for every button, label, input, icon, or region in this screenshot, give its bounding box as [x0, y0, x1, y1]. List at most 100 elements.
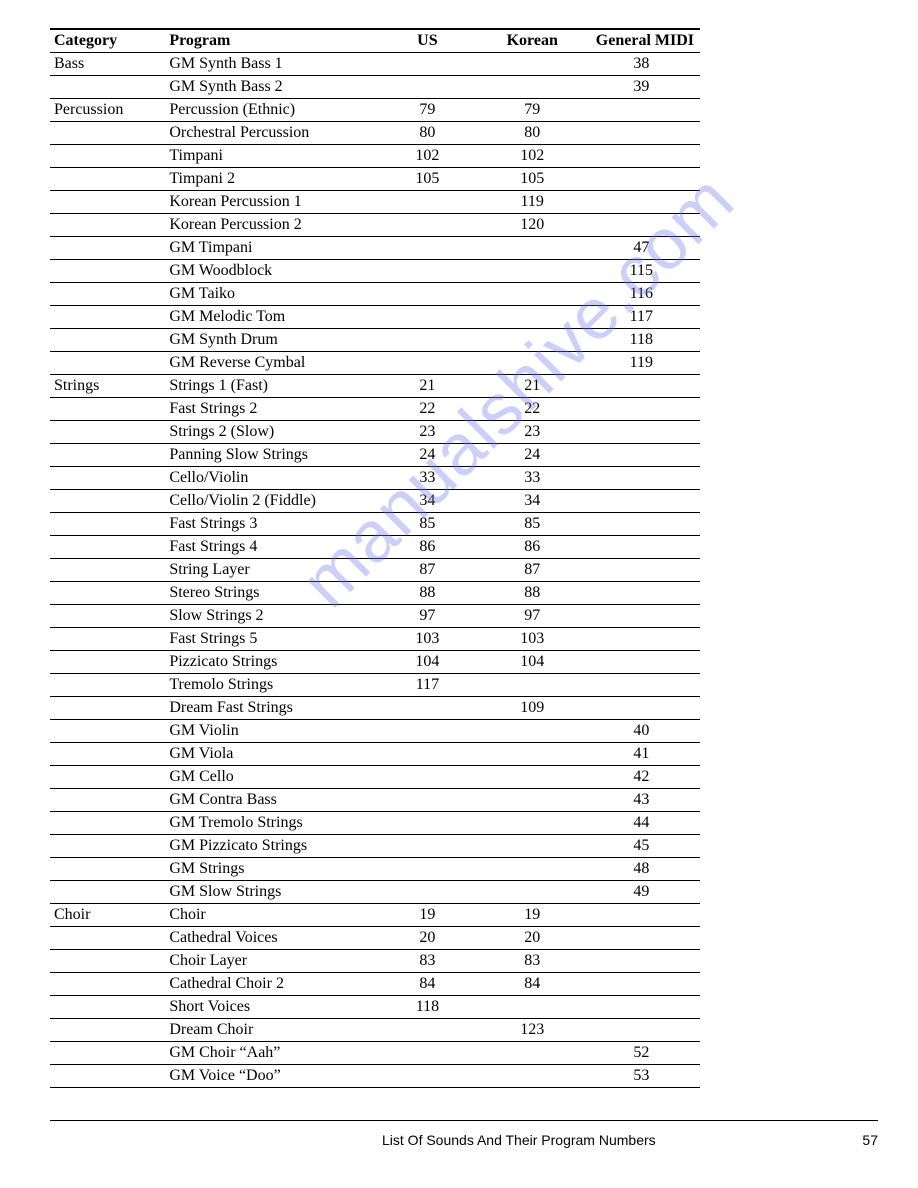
col-korean: Korean [480, 29, 585, 53]
table-row: GM Strings48 [50, 858, 700, 881]
cell-korean [480, 812, 585, 835]
cell-category [50, 444, 165, 467]
cell-category [50, 651, 165, 674]
cell-korean: 123 [480, 1019, 585, 1042]
table-row: Panning Slow Strings2424 [50, 444, 700, 467]
cell-category [50, 996, 165, 1019]
cell-korean [480, 306, 585, 329]
cell-category [50, 743, 165, 766]
cell-program: GM Strings [165, 858, 375, 881]
cell-program: Strings 2 (Slow) [165, 421, 375, 444]
cell-program: GM Choir “Aah” [165, 1042, 375, 1065]
cell-category: Strings [50, 375, 165, 398]
table-row: GM Synth Bass 239 [50, 76, 700, 99]
cell-gm [585, 605, 700, 628]
cell-korean: 87 [480, 559, 585, 582]
cell-us: 83 [375, 950, 480, 973]
table-row: Timpani102102 [50, 145, 700, 168]
cell-us [375, 76, 480, 99]
table-row: Dream Choir 123 [50, 1019, 700, 1042]
cell-gm [585, 697, 700, 720]
cell-category [50, 306, 165, 329]
cell-program: Fast Strings 5 [165, 628, 375, 651]
cell-korean: 79 [480, 99, 585, 122]
cell-korean [480, 996, 585, 1019]
cell-gm: 40 [585, 720, 700, 743]
cell-us: 21 [375, 375, 480, 398]
cell-korean [480, 766, 585, 789]
cell-us [375, 766, 480, 789]
cell-category [50, 950, 165, 973]
cell-us [375, 306, 480, 329]
table-row: Fast Strings 22222 [50, 398, 700, 421]
cell-category [50, 1019, 165, 1042]
cell-korean: 86 [480, 536, 585, 559]
cell-gm [585, 99, 700, 122]
cell-us [375, 1019, 480, 1042]
cell-korean [480, 720, 585, 743]
table-row: Pizzicato Strings104104 [50, 651, 700, 674]
table-row: Dream Fast Strings109 [50, 697, 700, 720]
cell-korean: 103 [480, 628, 585, 651]
cell-us [375, 789, 480, 812]
cell-category [50, 628, 165, 651]
cell-category [50, 720, 165, 743]
table-row: Cello/Violin 2 (Fiddle)3434 [50, 490, 700, 513]
cell-program: Choir Layer [165, 950, 375, 973]
table-row: Timpani 2105105 [50, 168, 700, 191]
table-row: PercussionPercussion (Ethnic)7979 [50, 99, 700, 122]
cell-category [50, 513, 165, 536]
cell-gm: 38 [585, 53, 700, 76]
table-row: Korean Percussion 2120 [50, 214, 700, 237]
cell-program: Short Voices [165, 996, 375, 1019]
cell-us [375, 329, 480, 352]
cell-gm: 39 [585, 76, 700, 99]
table-row: Cathedral Choir 28484 [50, 973, 700, 996]
cell-us [375, 191, 480, 214]
cell-program: Dream Choir [165, 1019, 375, 1042]
cell-gm [585, 996, 700, 1019]
cell-gm [585, 628, 700, 651]
cell-us: 22 [375, 398, 480, 421]
cell-korean [480, 260, 585, 283]
table-row: Slow Strings 29797 [50, 605, 700, 628]
cell-korean: 109 [480, 697, 585, 720]
cell-us [375, 283, 480, 306]
col-gm: General MIDI [585, 29, 700, 53]
cell-program: GM Slow Strings [165, 881, 375, 904]
cell-gm: 116 [585, 283, 700, 306]
cell-korean [480, 352, 585, 375]
cell-us: 87 [375, 559, 480, 582]
cell-us: 118 [375, 996, 480, 1019]
cell-program: Korean Percussion 2 [165, 214, 375, 237]
cell-korean: 20 [480, 927, 585, 950]
table-row: Stereo Strings8888 [50, 582, 700, 605]
cell-category [50, 329, 165, 352]
cell-us: 86 [375, 536, 480, 559]
cell-category [50, 766, 165, 789]
cell-us: 104 [375, 651, 480, 674]
cell-gm: 42 [585, 766, 700, 789]
table-row: StringsStrings 1 (Fast)2121 [50, 375, 700, 398]
footer-page-number: 57 [862, 1132, 878, 1148]
cell-program: Pizzicato Strings [165, 651, 375, 674]
cell-program: Korean Percussion 1 [165, 191, 375, 214]
table-row: GM Cello42 [50, 766, 700, 789]
cell-us: 33 [375, 467, 480, 490]
cell-program: Timpani 2 [165, 168, 375, 191]
cell-gm: 41 [585, 743, 700, 766]
cell-program: Percussion (Ethnic) [165, 99, 375, 122]
cell-gm [585, 559, 700, 582]
cell-gm [585, 927, 700, 950]
cell-gm: 47 [585, 237, 700, 260]
table-row: Tremolo Strings117 [50, 674, 700, 697]
cell-us [375, 237, 480, 260]
cell-program: GM Synth Bass 1 [165, 53, 375, 76]
cell-gm [585, 1019, 700, 1042]
cell-category [50, 927, 165, 950]
cell-category [50, 881, 165, 904]
table-row: GM Slow Strings49 [50, 881, 700, 904]
cell-us: 80 [375, 122, 480, 145]
cell-gm [585, 145, 700, 168]
cell-category [50, 812, 165, 835]
